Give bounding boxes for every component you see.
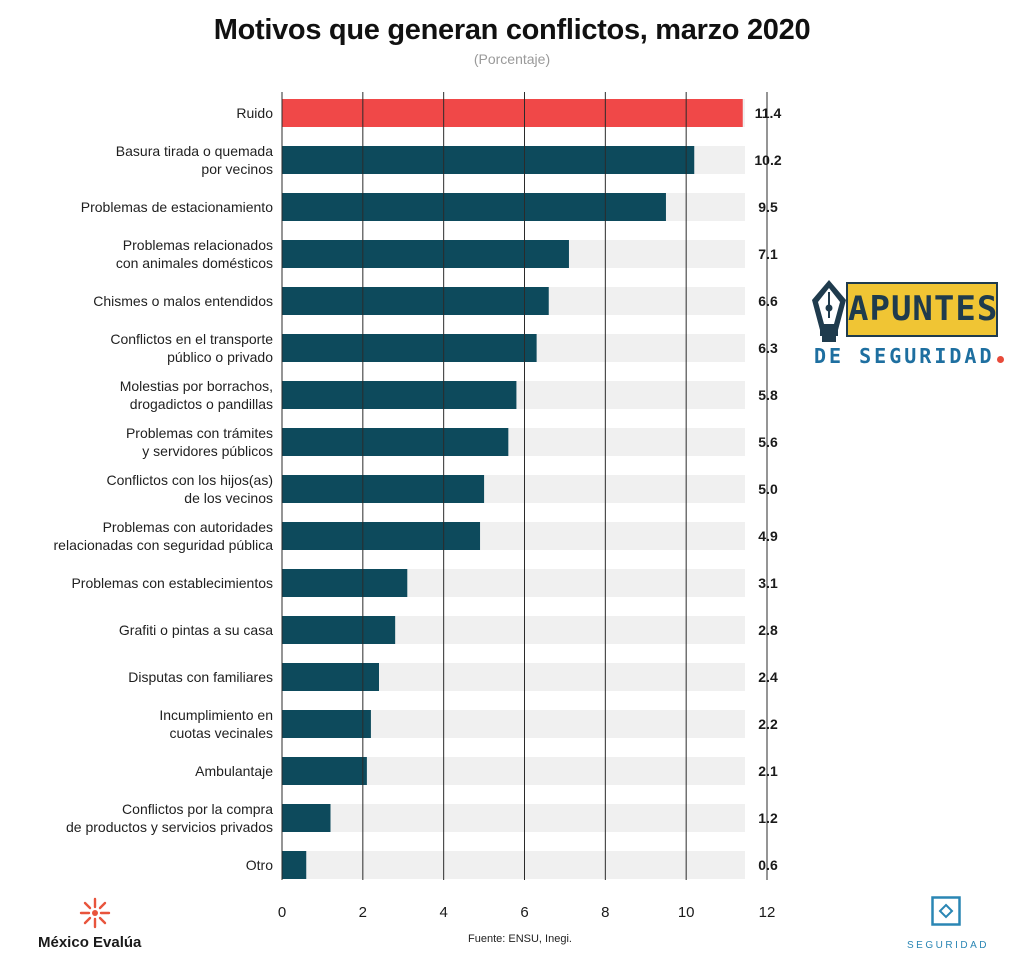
value-label: 6.3 [758,340,778,356]
source-note: Fuente: ENSU, Inegi. [468,933,572,945]
category-label: Conflictos con los hijos(as) de los vecin… [106,472,273,506]
bar [282,522,481,550]
value-label: 2.8 [758,622,778,638]
red-dot-icon [996,356,1004,363]
seguridad-label: SEGURIDAD [907,940,989,951]
category-label: Molestias por borrachos, drogadictos o pa… [120,378,273,412]
bar [282,663,379,691]
value-label: 6.6 [758,293,778,309]
category-label: Disputas con familiares [128,669,273,685]
bar [282,616,396,644]
diamond-square-icon [931,896,961,926]
category-label: Problemas con establecimientos [71,575,273,591]
bar [282,475,485,503]
value-label: 4.9 [758,528,778,544]
value-label: 9.5 [758,199,778,215]
value-label: 10.2 [754,152,781,168]
apuntes-logo: APUNTES DE SEGURIDAD [806,278,1016,373]
value-label: 3.1 [758,575,778,591]
category-label: Problemas con trámites y servidores públi… [126,425,273,459]
chart-subtitle: (Porcentaje) [473,51,551,67]
bar [282,240,569,268]
x-tick-label: 6 [520,904,528,921]
bar [282,757,367,785]
x-tick-label: 10 [678,904,695,921]
bar [282,287,549,315]
apuntes-subtitle: DE SEGURIDAD [814,344,1014,368]
x-tick-label: 0 [278,904,286,921]
seguridad-logo: SEGURIDAD [900,896,996,960]
bar [282,428,509,456]
bar-track [282,851,745,879]
value-label: 0.6 [758,857,778,873]
value-label: 2.4 [758,669,778,685]
value-label: 11.4 [755,105,782,121]
category-label: Chismes o malos entendidos [93,293,273,309]
bar [282,146,695,174]
bar [282,193,666,221]
value-label: 1.2 [758,810,778,826]
category-label: Ruido [236,105,273,121]
category-label: Otro [246,857,273,873]
category-label: Ambulantaje [195,763,273,779]
chart-title: Motivos que generan conflictos, marzo 20… [213,14,811,46]
bar [282,851,307,879]
bar [282,569,408,597]
apuntes-title: APUNTES [846,282,998,337]
bar [282,804,331,832]
bar-track [282,804,745,832]
value-label: 2.2 [758,716,778,732]
x-tick-label: 8 [601,904,609,921]
bar [282,381,517,409]
x-tick-label: 2 [359,904,367,921]
bar [282,710,371,738]
value-label: 7.1 [758,246,778,262]
apuntes-subtitle-text: DE SEGURIDAD [814,344,995,368]
category-label: Problemas de estacionamiento [81,199,273,215]
x-tick-label: 12 [759,904,776,921]
value-label: 5.0 [758,481,778,497]
category-label: Incumplimiento en cuotas vecinales [159,707,273,741]
value-label: 5.6 [758,434,778,450]
category-label: Problemas relacionados con animales domés… [116,237,273,271]
category-label: Conflictos en el transporte público o pri… [110,331,273,365]
mexico-evalua-logo: México Evalúa [30,896,180,956]
category-label: Conflictos por la compra de productos y s… [66,801,273,835]
category-label: Basura tirada o quemada por vecinos [116,143,273,177]
fountain-pen-icon [812,280,846,342]
category-label: Grafiti o pintas a su casa [119,622,273,638]
mexico-evalua-name: México Evalúa [38,934,142,951]
value-label: 5.8 [758,387,778,403]
x-tick-label: 4 [439,904,447,921]
bar [282,99,743,127]
star-burst-icon [79,897,111,929]
bar [282,334,537,362]
value-label: 2.1 [758,763,778,779]
category-label: Problemas con autoridades relacionadas co… [54,519,274,553]
